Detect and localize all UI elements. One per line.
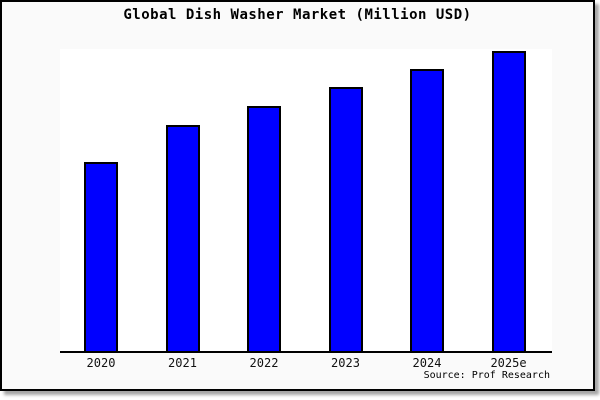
x-tick-label-2024: 2024: [412, 356, 442, 370]
bar-2024: [410, 69, 444, 351]
x-axis-line: [60, 351, 552, 353]
x-tick-label-2025e: 2025e: [490, 356, 527, 370]
chart-frame: Global Dish Washer Market (Million USD) …: [0, 0, 595, 391]
plot-area: [60, 49, 552, 351]
x-tick-label-2020: 2020: [86, 356, 116, 370]
bar-2022: [247, 106, 281, 351]
x-tick-label-2021: 2021: [168, 356, 197, 370]
bar-2021: [165, 125, 200, 351]
source-note: Source: Prof Research: [423, 370, 550, 381]
bar-2020: [84, 162, 118, 351]
bar-2025e: [491, 51, 526, 351]
bar-2023: [328, 87, 363, 351]
chart-title: Global Dish Washer Market (Million USD): [123, 7, 472, 23]
x-tick-label-2022: 2022: [249, 356, 279, 370]
x-tick-label-2023: 2023: [331, 356, 360, 370]
